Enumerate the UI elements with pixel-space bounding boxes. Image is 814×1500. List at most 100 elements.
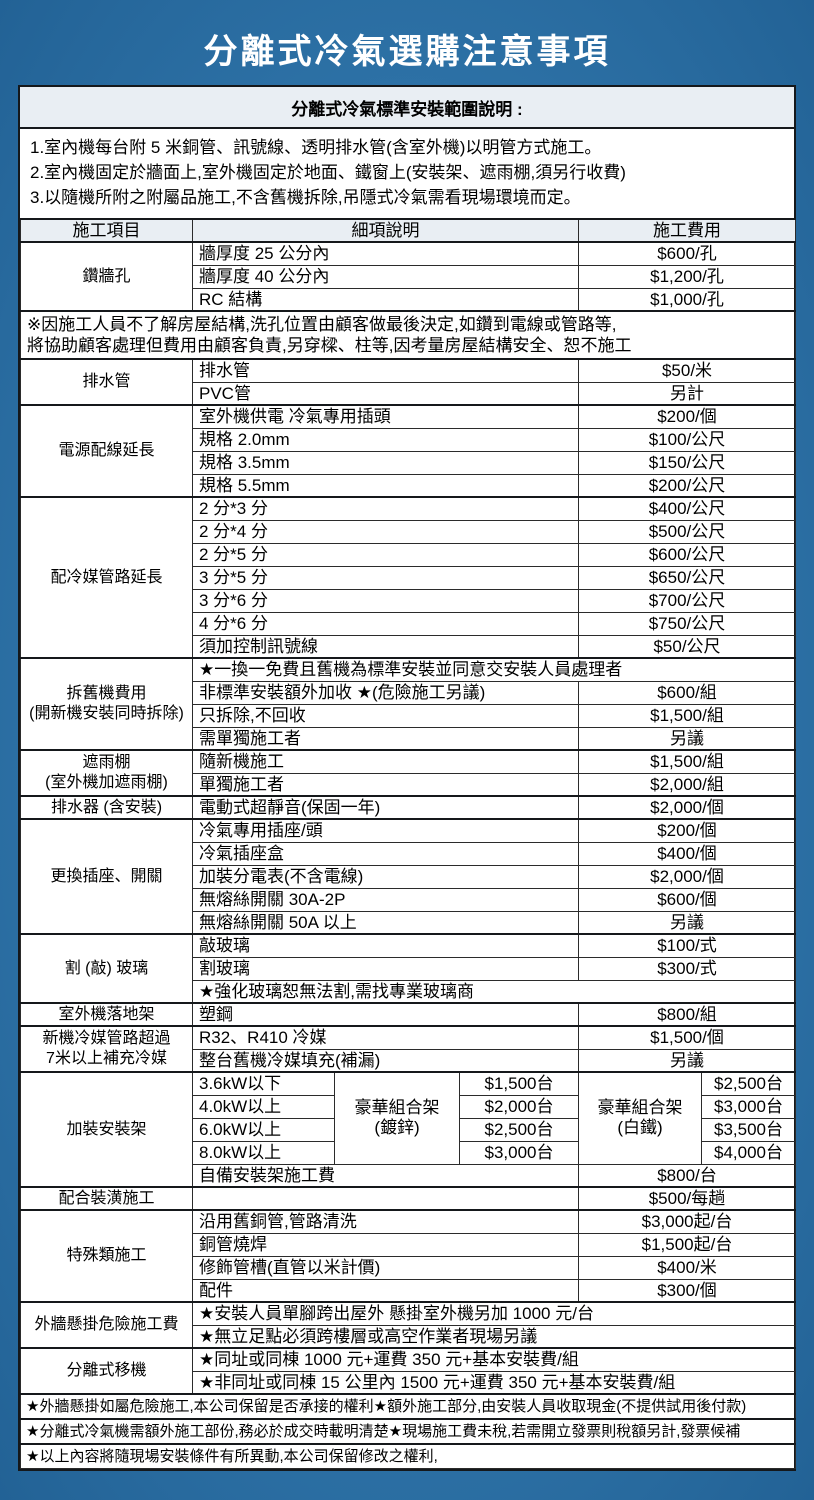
table-row: 遮雨棚 (室外機加遮雨棚) 隨新機施工 $1,500/組 [20,749,796,797]
detail-cell: R32、R410 冷媒 [192,1025,579,1050]
detail-cell: 配件 [192,1278,579,1303]
fee-cell: $700/公尺 [578,588,796,613]
fee-table: 施工項目 細項說明 施工費用 鑽牆孔 牆厚度 25 公分內 $600/孔 牆厚度 40… [20,218,796,1469]
fee-cell: $750/公尺 [578,611,796,636]
rack-size-cell: 3.6kW以下 [192,1071,335,1096]
item-cell: 配合裝潢施工 [20,1186,193,1211]
detail-cell: ★強化玻璃恕無法割,需找專業玻璃商 [192,979,796,1004]
footnote-cell: ★外牆懸掛如屬危險施工,本公司保留是否承接的權利★額外施工部分,由安裝人員收取現… [20,1393,796,1420]
fee-cell: $300/式 [578,956,796,981]
table-row: 無熔絲開關 50A 以上 另議 [21,910,796,935]
item-cell: 分離式移機 [20,1347,193,1395]
fee-cell: $400/公尺 [578,496,796,521]
fee-cell: $500/公尺 [578,519,796,544]
table-row: 須加控制訊號線 $50/公尺 [21,634,796,659]
fee-cell: 另議 [578,726,796,751]
item-cell: 配冷媒管路延長 [20,496,193,659]
detail-cell: ★安裝人員單腳跨出屋外 懸掛室外機另加 1000 元/台 [192,1301,796,1326]
fee-cell: $2,000/組 [578,772,796,797]
detail-cell: 只拆除,不回收 [192,703,579,728]
footnote-row: ★以上內容將隨現場安裝條件有所異動,本公司保留修改之權利, [20,1443,796,1469]
detail-cell: 割玻璃 [192,956,579,981]
footnote-row: ★分離式冷氣機需額外施工部份,務必於成交時載明清楚★現場施工費未稅,若需開立發票… [20,1418,796,1445]
detail-cell: 排水管 [192,358,579,383]
fee-cell: $50/米 [578,358,796,383]
table-row: 規格 3.5mm $150/公尺 [21,450,796,475]
item-cell: 新機冷媒管路超過 7米以上補充冷媒 [20,1025,193,1073]
rack-fee-cell: $3,000台 [459,1140,579,1165]
table-row: 加裝安裝架 3.6kW以下 豪華組合架 (鍍鋅) $1,500台 豪華組合架 (白鐵) $… [20,1071,796,1188]
note-row: ※因施工人員不了解房屋結構,洗孔位置由顧客做最後決定,如鑽到電線或管路等, 將協… [20,310,796,360]
fee-cell: 另議 [578,910,796,935]
price-sheet: 分離式冷氣標準安裝範圍說明 : 1.室內機每台附 5 米銅管、訊號線、透明排水管… [18,85,796,1471]
item-cell: 鑽牆孔 [20,241,193,312]
detail-cell: 2 分*3 分 [192,496,579,521]
detail-cell: ★一換一免費且舊機為標準安裝並同意交安裝人員處理者 [192,657,796,682]
table-row: 2 分*5 分 $600/公尺 [21,542,796,567]
table-row: 只拆除,不回收 $1,500/組 [21,703,796,728]
detail-cell: 規格 3.5mm [192,450,579,475]
rack-label-zinc: 豪華組合架 (鍍鋅) [334,1071,460,1165]
table-row: 3 分*5 分 $650/公尺 [21,565,796,590]
fee-cell: $150/公尺 [578,450,796,475]
detail-cell: ★同址或同棟 1000 元+運費 350 元+基本安裝費/組 [192,1347,796,1372]
fee-cell: $200/個 [578,404,796,429]
detail-cell: 需單獨施工者 [192,726,579,751]
rack-fee-cell: $2,500台 [701,1071,796,1096]
detail-cell: 須加控制訊號線 [192,634,579,659]
rack-fee-cell: $3,500台 [701,1117,796,1142]
detail-cell: 銅管燒焊 [192,1232,579,1257]
detail-cell: 無熔絲開關 50A 以上 [192,910,579,935]
item-cell: 電源配線延長 [20,404,193,498]
detail-cell: 冷氣插座盒 [192,841,579,866]
table-row: 配冷媒管路延長 2 分*3 分 $400/公尺 [20,496,796,659]
table-row: 更換插座、開關 冷氣專用插座/頭 $200/個 [20,818,796,935]
table-row: 新機冷媒管路超過 7米以上補充冷媒 R32、R410 冷媒 $1,500/個 [20,1025,796,1073]
item-cell: 室外機落地架 [20,1002,193,1027]
column-header-detail: 細項說明 [192,218,579,243]
detail-cell: 沿用舊銅管,管路清洗 [192,1209,579,1234]
fee-cell: $100/公尺 [578,427,796,452]
detail-cell: 自備安裝架施工費 [192,1163,579,1188]
table-row: 鑽牆孔 牆厚度 25 公分內 $600/孔 [20,241,796,312]
detail-cell: 電動式超靜音(保固一年) [192,795,579,820]
fee-cell: $650/公尺 [578,565,796,590]
table-row: ★非同址或同棟 15 公里內 1500 元+運費 350 元+基本安裝費/組 [21,1370,796,1395]
table-row: 8.0kW以上 $3,000台 $4,000台 [21,1140,796,1165]
table-row: 牆厚度 40 公分內 $1,200/孔 [21,264,796,289]
table-row: 外牆懸掛危險施工費 ★安裝人員單腳跨出屋外 懸掛室外機另加 1000 元/台 [20,1301,796,1349]
fee-cell: $2,000/個 [578,864,796,889]
table-row: PVC管 另計 [21,381,796,406]
column-header-item: 施工項目 [20,218,193,243]
fee-cell: $400/米 [578,1255,796,1280]
detail-cell: ★無立足點必須跨樓層或高空作業者現場另議 [192,1324,796,1349]
fee-cell: $600/組 [578,680,796,705]
table-row: 割 (敲) 玻璃 敲玻璃 $100/式 [20,933,796,1004]
detail-cell: PVC管 [192,381,579,406]
table-header-row: 施工項目 細項說明 施工費用 [20,218,796,243]
detail-cell: 整台舊機冷媒填充(補漏) [192,1048,579,1073]
fee-cell: $300/個 [578,1278,796,1303]
fee-cell: $1,500/個 [578,1025,796,1050]
rack-fee-cell: $4,000台 [701,1140,796,1165]
table-row: 規格 5.5mm $200/公尺 [21,473,796,498]
table-row: 4.0kW以上 $2,000台 $3,000台 [21,1094,796,1119]
item-cell: 遮雨棚 (室外機加遮雨棚) [20,749,193,797]
intro-line: 2.室內機固定於牆面上,室外機固定於地面、鐵窗上(安裝架、遮雨棚,須另行收費) [30,163,626,182]
fee-cell: $1,500起/台 [578,1232,796,1257]
item-cell: 拆舊機費用 (開新機安裝同時拆除) [20,657,193,751]
fee-cell: $1,500/組 [578,749,796,774]
detail-cell: 室外機供電 冷氣專用插頭 [192,404,579,429]
footnote-row: ★外牆懸掛如屬危險施工,本公司保留是否承接的權利★額外施工部分,由安裝人員收取現… [20,1393,796,1420]
detail-cell: 4 分*6 分 [192,611,579,636]
intro-line: 1.室內機每台附 5 米銅管、訊號線、透明排水管(含室外機)以明管方式施工。 [30,138,602,157]
fee-cell: $50/公尺 [578,634,796,659]
rack-fee-cell: $2,000台 [459,1094,579,1119]
table-row: 電源配線延長 室外機供電 冷氣專用插頭 $200/個 [20,404,796,498]
detail-cell: 規格 2.0mm [192,427,579,452]
detail-cell: 3 分*6 分 [192,588,579,613]
table-row: ★強化玻璃恕無法割,需找專業玻璃商 [21,979,796,1004]
page-title: 分離式冷氣選購注意事項 [203,33,611,71]
fee-cell: $3,000起/台 [578,1209,796,1234]
rack-size-cell: 4.0kW以上 [192,1094,335,1119]
